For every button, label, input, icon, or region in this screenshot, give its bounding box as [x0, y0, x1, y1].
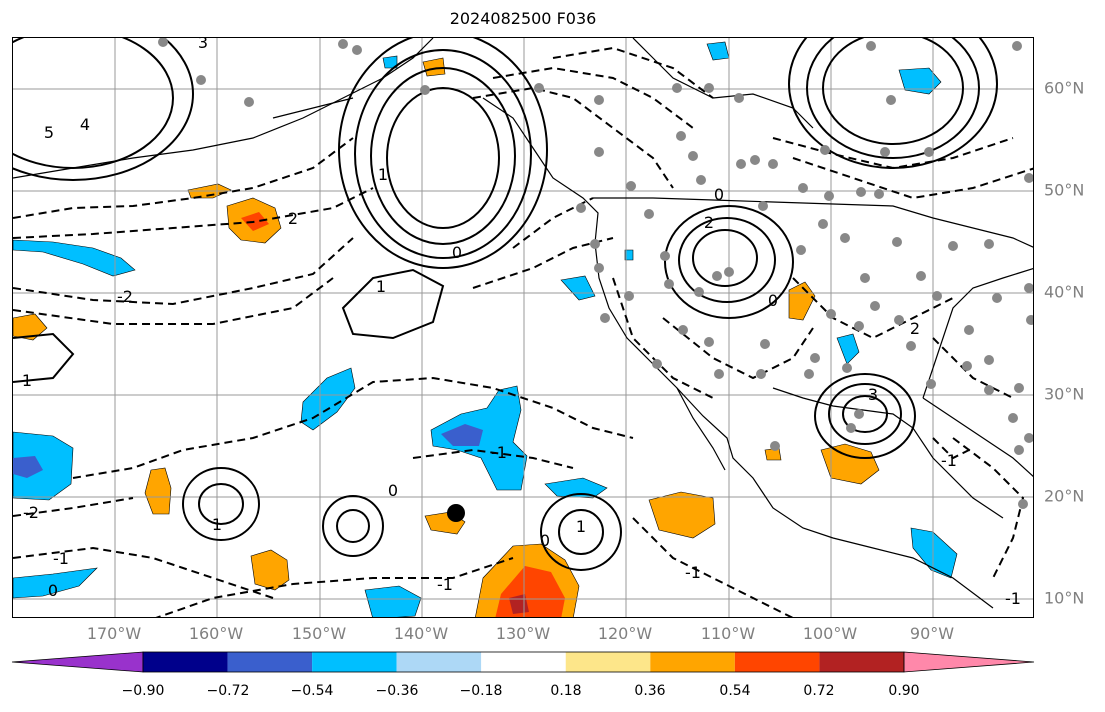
- cool-patch: [544, 477, 608, 499]
- cool-patch: [300, 367, 356, 431]
- colorbar-tick: 0.90: [888, 683, 920, 699]
- contour-label: -2: [117, 287, 133, 306]
- contour-label: 0: [714, 185, 724, 204]
- lat-label: 40°N: [1044, 282, 1085, 302]
- lon-label: 170°W: [86, 624, 142, 643]
- warm-patch: [422, 57, 446, 77]
- contour-label: 0: [48, 581, 58, 600]
- contour-label: -1: [1005, 589, 1021, 608]
- warm-patch: [788, 281, 816, 321]
- cool-patch: [624, 249, 634, 261]
- contour-label: -1: [685, 563, 701, 582]
- colorbar-cell: [396, 652, 482, 672]
- colorbar-tick: −0.72: [206, 683, 250, 699]
- warm-patch: [648, 491, 716, 539]
- cool-patch: [836, 333, 860, 365]
- warm-patch: [144, 467, 172, 515]
- colorbar-cell: [227, 652, 313, 672]
- highlight-marker[interactable]: [447, 504, 465, 522]
- contour-label: -1: [491, 443, 507, 462]
- contour-label: 1: [378, 165, 388, 184]
- contour-label: 3: [868, 385, 878, 404]
- colorbar-tick: −0.18: [459, 683, 503, 699]
- colorbar-tick: 0.18: [550, 683, 582, 699]
- lat-label: 30°N: [1044, 384, 1085, 404]
- lon-label: 130°W: [495, 624, 551, 643]
- contour-label: 1: [212, 515, 222, 534]
- colorbar-outline: [142, 651, 905, 673]
- cool-patch: [364, 585, 422, 617]
- colorbar-cell: [481, 652, 566, 672]
- lon-label: 100°W: [802, 624, 858, 643]
- contour-label: -2: [23, 503, 39, 522]
- contour-label: 2: [288, 209, 298, 228]
- lon-label: 160°W: [188, 624, 244, 643]
- colorbar-cell: [143, 652, 228, 672]
- warm-patch: [250, 549, 290, 591]
- colorbar-extend-high: [903, 651, 1035, 673]
- colorbar-tick: −0.36: [375, 683, 419, 699]
- lon-label: 90°W: [909, 624, 955, 643]
- contour-label: 2: [910, 319, 920, 338]
- colorbar-tick: −0.54: [290, 683, 334, 699]
- cool-deep-patch: [13, 456, 43, 478]
- colorbar-cell: [819, 652, 904, 672]
- colorbar-extend-low: [11, 651, 144, 673]
- contour-label: -1: [437, 575, 453, 594]
- warm-patch: [13, 313, 48, 341]
- contour-layer: [13, 38, 1033, 617]
- lat-label: 60°N: [1044, 78, 1085, 98]
- colorbar-tick: 0.36: [634, 683, 666, 699]
- map-title: 2024082500 F036: [449, 9, 597, 28]
- warm-patch: [820, 443, 880, 485]
- contour-label: 5: [44, 123, 54, 142]
- lat-label: 50°N: [1044, 180, 1085, 200]
- cool-patch: [13, 431, 74, 501]
- map-canvas: 5 4 3 2 1 0 -1 -2 1 0 -1 3 2 0 1 -1 1 0 …: [13, 38, 1033, 617]
- contour-label: 2: [704, 213, 714, 232]
- contour-label: 1: [22, 371, 32, 390]
- colorbar-cell: [650, 652, 735, 672]
- map-panel[interactable]: 5 4 3 2 1 0 -1 -2 1 0 -1 3 2 0 1 -1 1 0 …: [12, 37, 1034, 618]
- contour-label: 1: [376, 277, 386, 296]
- contour-label: -1: [53, 549, 69, 568]
- colorbar-cell: [734, 652, 820, 672]
- contour-label: 4: [80, 115, 90, 134]
- lon-label: 120°W: [597, 624, 653, 643]
- contour-label: 1: [576, 517, 586, 536]
- colorbar-tick: 0.72: [803, 683, 835, 699]
- cool-patch: [910, 527, 958, 579]
- lat-label: 10°N: [1044, 588, 1085, 608]
- lon-label: 110°W: [700, 624, 756, 643]
- lon-label: 150°W: [291, 624, 347, 643]
- contour-label: 0: [452, 243, 462, 262]
- contour-value-labels: 5 4 3 2 1 0 -1 -2 1 0 -1 3 2 0 1 -1 1 0 …: [22, 38, 1021, 608]
- cool-patch: [898, 67, 942, 95]
- lon-label: 140°W: [393, 624, 449, 643]
- lat-label: 20°N: [1044, 486, 1085, 506]
- contour-label: 0: [388, 481, 398, 500]
- cool-patch: [706, 41, 730, 61]
- cool-patch: [560, 275, 596, 301]
- colorbar-tick: −0.90: [121, 683, 165, 699]
- station-dots: [158, 38, 1033, 509]
- colorbar-tick: 0.54: [719, 683, 751, 699]
- cool-patch: [13, 239, 136, 277]
- colorbar-cell: [565, 652, 651, 672]
- contour-label: 0: [768, 291, 778, 310]
- contour-label: -1: [941, 451, 957, 470]
- cool-deep-patch: [441, 424, 483, 446]
- colorbar-cell: [312, 652, 397, 672]
- contour-label: 3: [198, 38, 208, 52]
- cool-patch: [13, 567, 98, 599]
- contour-label: 0: [540, 531, 550, 550]
- colorbar-cells: [11, 651, 1035, 673]
- hot-patch: [241, 212, 269, 231]
